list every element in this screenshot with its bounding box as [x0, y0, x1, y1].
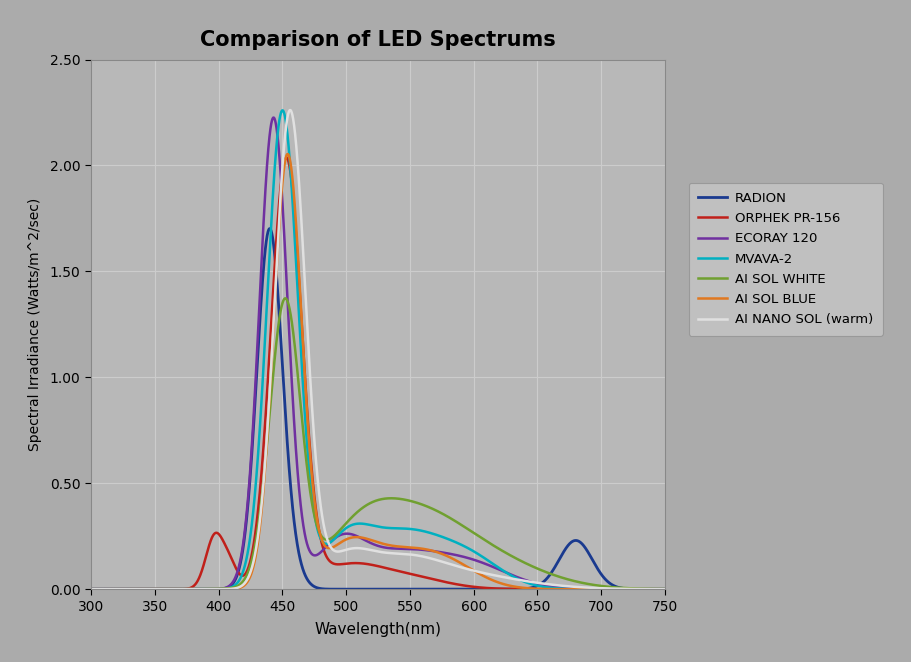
ORPHEK PR-156	[86, 585, 97, 593]
AI SOL WHITE	[649, 585, 660, 593]
AI NANO SOL (warm)	[185, 585, 196, 593]
AI NANO SOL (warm)	[587, 584, 598, 592]
Line: ORPHEK PR-156: ORPHEK PR-156	[91, 158, 665, 589]
AI NANO SOL (warm)	[331, 547, 342, 555]
Line: RADION: RADION	[91, 228, 665, 589]
Legend: RADION, ORPHEK PR-156, ECORAY 120, MVAVA-2, AI SOL WHITE, AI SOL BLUE, AI NANO S: RADION, ORPHEK PR-156, ECORAY 120, MVAVA…	[689, 183, 883, 336]
RADION	[660, 585, 670, 593]
X-axis label: Wavelength(nm): Wavelength(nm)	[314, 622, 442, 637]
AI NANO SOL (warm)	[660, 585, 670, 593]
ECORAY 120	[660, 585, 670, 593]
RADION	[587, 555, 598, 563]
MVAVA-2	[185, 585, 196, 593]
ECORAY 120	[331, 534, 342, 542]
AI SOL WHITE	[331, 530, 342, 538]
RADION	[185, 585, 196, 593]
MVAVA-2	[660, 585, 670, 593]
Line: ECORAY 120: ECORAY 120	[91, 118, 665, 589]
ORPHEK PR-156	[281, 154, 292, 162]
AI SOL WHITE	[587, 581, 598, 589]
AI SOL WHITE	[306, 495, 317, 503]
ECORAY 120	[86, 585, 97, 593]
ECORAY 120	[268, 114, 279, 122]
Line: MVAVA-2: MVAVA-2	[91, 111, 665, 589]
MVAVA-2	[587, 585, 598, 593]
ECORAY 120	[185, 585, 196, 593]
ORPHEK PR-156	[306, 462, 317, 470]
AI SOL BLUE	[331, 542, 342, 549]
AI SOL WHITE	[660, 585, 670, 593]
ECORAY 120	[151, 585, 162, 593]
RADION	[264, 224, 275, 232]
AI SOL WHITE	[185, 585, 196, 593]
AI NANO SOL (warm)	[86, 585, 97, 593]
AI NANO SOL (warm)	[151, 585, 162, 593]
ORPHEK PR-156	[185, 584, 196, 592]
AI SOL BLUE	[306, 467, 317, 475]
ECORAY 120	[587, 585, 598, 593]
AI SOL BLUE	[282, 150, 293, 158]
ORPHEK PR-156	[331, 560, 342, 568]
Title: Comparison of LED Spectrums: Comparison of LED Spectrums	[200, 30, 556, 50]
RADION	[86, 585, 97, 593]
MVAVA-2	[151, 585, 162, 593]
MVAVA-2	[277, 107, 288, 115]
AI NANO SOL (warm)	[649, 585, 660, 593]
AI SOL WHITE	[86, 585, 97, 593]
ORPHEK PR-156	[587, 585, 598, 593]
AI SOL BLUE	[649, 585, 660, 593]
Line: AI SOL WHITE: AI SOL WHITE	[91, 299, 665, 589]
AI SOL BLUE	[660, 585, 670, 593]
AI SOL BLUE	[587, 585, 598, 593]
ORPHEK PR-156	[649, 585, 660, 593]
MVAVA-2	[649, 585, 660, 593]
RADION	[151, 585, 162, 593]
ORPHEK PR-156	[151, 585, 162, 593]
AI SOL BLUE	[151, 585, 162, 593]
RADION	[306, 581, 317, 589]
AI NANO SOL (warm)	[284, 106, 295, 114]
Y-axis label: Spectral Irradiance (Watts/m^2/sec): Spectral Irradiance (Watts/m^2/sec)	[27, 198, 42, 451]
AI NANO SOL (warm)	[306, 393, 317, 401]
RADION	[649, 585, 660, 593]
ECORAY 120	[649, 585, 660, 593]
AI SOL WHITE	[280, 295, 291, 303]
RADION	[331, 585, 342, 593]
Line: AI SOL BLUE: AI SOL BLUE	[91, 154, 665, 589]
Line: AI NANO SOL (warm): AI NANO SOL (warm)	[91, 110, 665, 589]
ECORAY 120	[306, 549, 317, 557]
AI SOL BLUE	[185, 585, 196, 593]
ORPHEK PR-156	[660, 585, 670, 593]
MVAVA-2	[306, 487, 317, 495]
AI SOL BLUE	[86, 585, 97, 593]
MVAVA-2	[331, 533, 342, 541]
AI SOL WHITE	[151, 585, 162, 593]
MVAVA-2	[86, 585, 97, 593]
